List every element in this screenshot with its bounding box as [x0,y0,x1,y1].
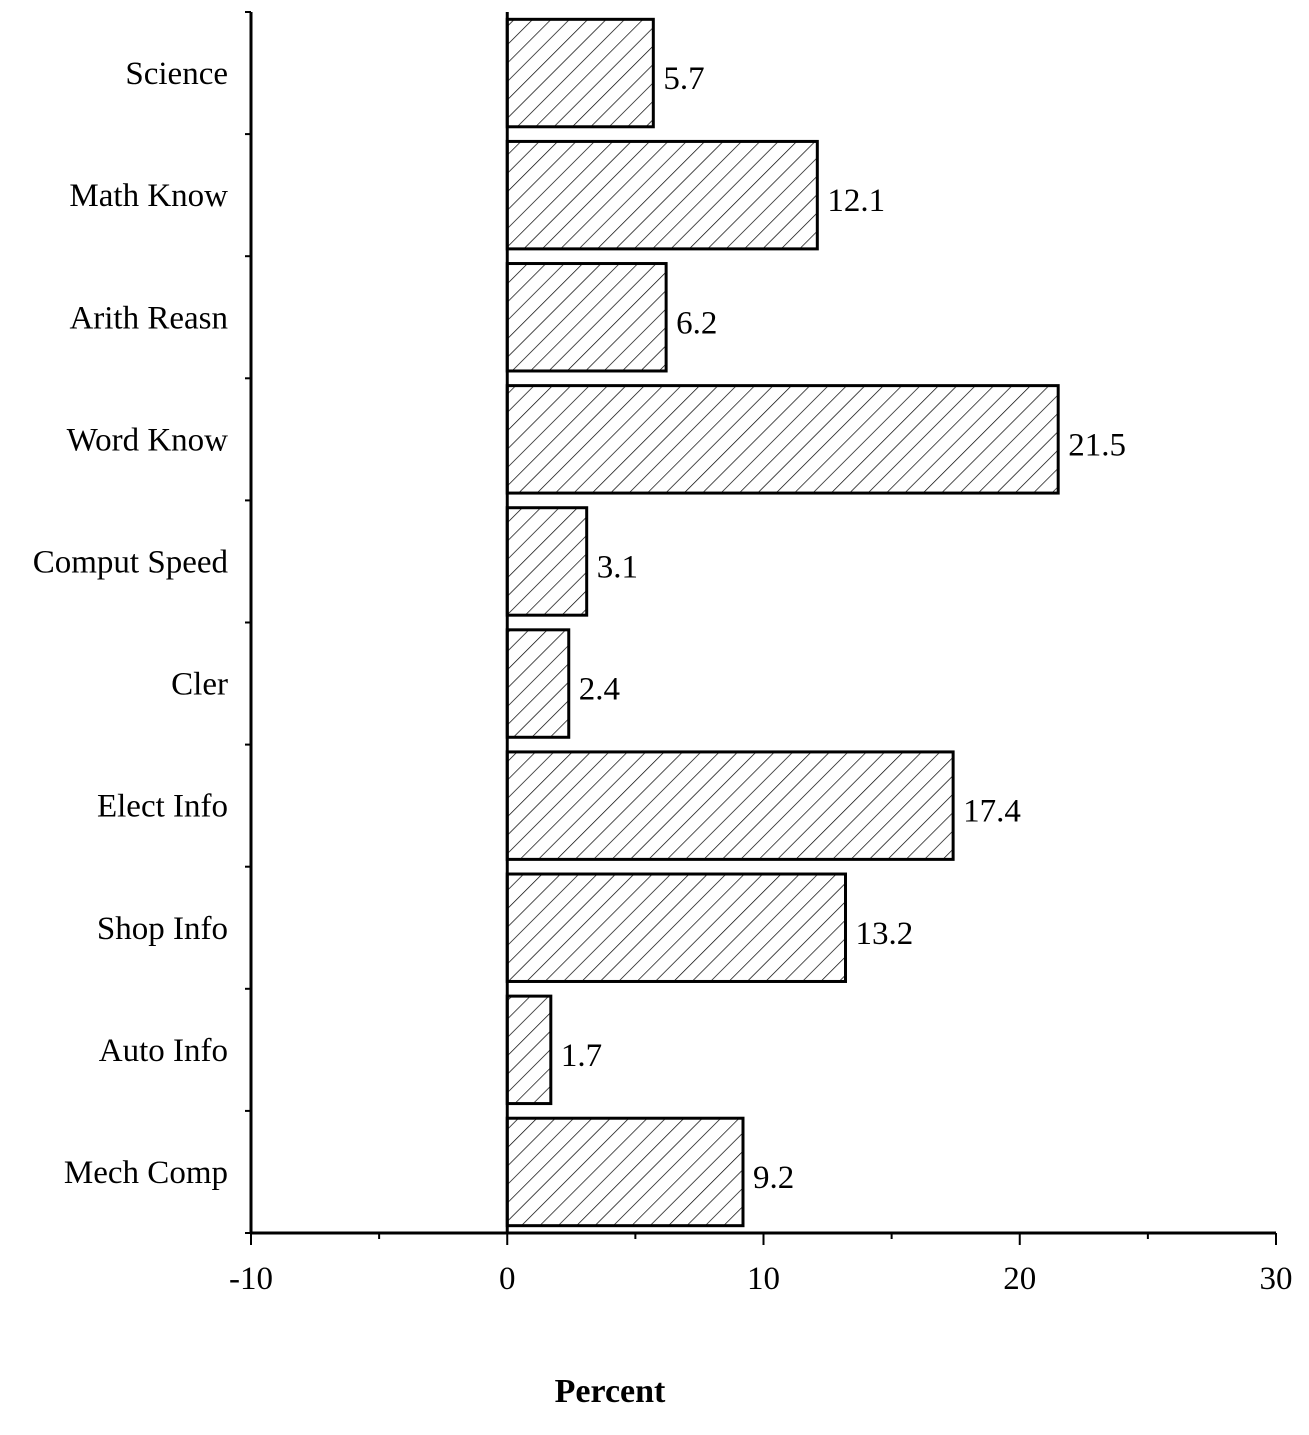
category-label: Auto Info [99,1033,228,1069]
value-label: 1.7 [561,1038,602,1074]
category-label: Word Know [67,422,229,458]
value-label: 6.2 [676,305,717,341]
bar-science [505,17,655,129]
bar-word-know [505,384,1060,495]
value-label: 17.4 [963,794,1021,830]
x-tick-label: 0 [499,1261,516,1297]
bar-mech-comp [505,1116,745,1228]
value-label: 5.7 [663,61,704,97]
x-tick-label: 20 [1003,1261,1036,1297]
category-label: Mech Comp [64,1155,228,1191]
category-label: Science [125,56,228,92]
value-label: 9.2 [753,1160,794,1196]
category-label: Shop Info [97,911,228,947]
x-axis-title: Percent [555,1373,666,1410]
value-label: 2.4 [579,672,620,708]
bar-math-know [505,139,819,251]
bar-cler [505,628,571,739]
bar-shop-info [505,872,847,983]
labels-group: -10 0 10 20 30 Science 5.7 Math Know 12.1 Arith R… [33,56,1293,1297]
x-tick-label: 10 [747,1261,780,1297]
category-label: Arith Reasn [69,300,228,336]
value-label: 21.5 [1068,427,1126,463]
value-label: 3.1 [597,549,638,585]
category-label: Cler [171,667,228,703]
category-label: Elect Info [97,789,228,825]
value-label: 13.2 [856,916,914,952]
bar-auto-info [505,994,553,1106]
bars-group [505,17,1060,1228]
x-tick-label: 30 [1260,1261,1293,1297]
x-tick-label: -10 [229,1261,273,1297]
bar-arith-reasn [505,262,668,373]
category-label: Comput Speed [33,544,229,580]
value-label: 12.1 [827,183,885,219]
category-label: Math Know [69,178,228,214]
bar-comput-speed [505,506,589,617]
bar-elect-info [505,750,955,861]
